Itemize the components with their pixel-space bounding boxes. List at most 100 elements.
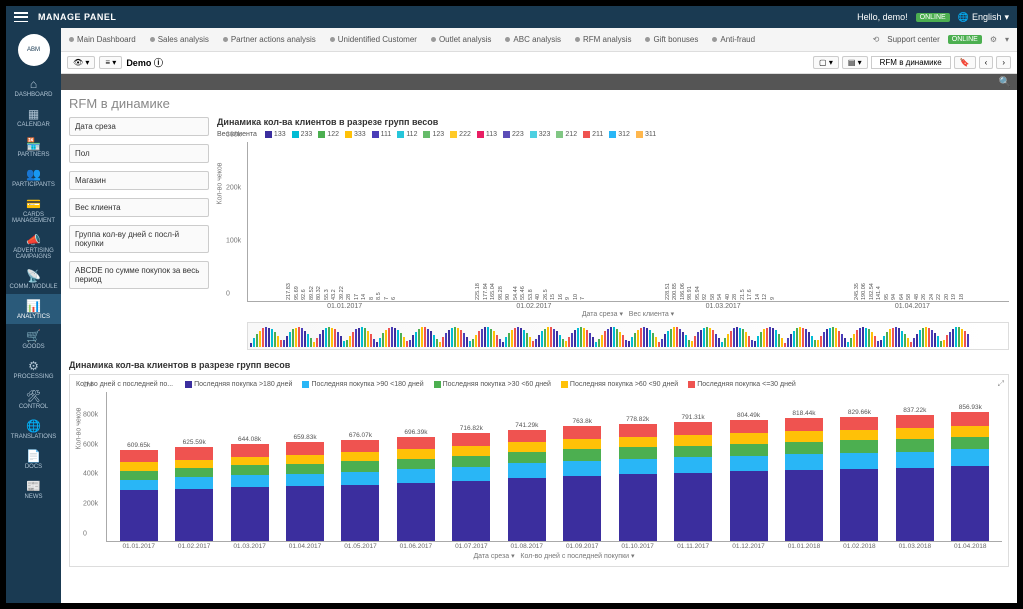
sidebar-item-comm-module[interactable]: 📡COMM. MODULE — [6, 264, 61, 294]
logo[interactable]: ABM — [18, 34, 50, 66]
tab-dot-icon — [330, 37, 335, 42]
chart1-ylabel: Кол-во чеков — [217, 162, 224, 204]
search-icon[interactable]: 🔍 — [999, 77, 1011, 88]
sidebar-item-translations[interactable]: 🌐TRANSLATIONS — [6, 414, 61, 444]
chevron-down-icon: ▾ — [1004, 12, 1009, 23]
x-label: 01.04.2017 — [289, 543, 322, 550]
tab-sales-analysis[interactable]: Sales analysis — [150, 35, 209, 44]
bar-segment — [120, 450, 158, 463]
stacked-bar[interactable]: 696.39k01.06.2017 — [397, 437, 435, 541]
bar-segment — [563, 439, 601, 449]
stacked-bar[interactable]: 741.29k01.08.2017 — [508, 430, 546, 541]
sidebar-item-analytics[interactable]: 📊ANALYTICS — [6, 294, 61, 324]
stacked-bar[interactable]: 676.07k01.05.2017 — [341, 440, 379, 541]
bar-value: 64 — [899, 294, 905, 300]
legend-item[interactable]: 111 — [372, 131, 392, 138]
sidebar-item-partners[interactable]: 🏪PARTNERS — [6, 132, 61, 162]
filter-field[interactable]: Дата среза — [69, 117, 209, 136]
stacked-bar[interactable]: 829.66k01.02.2018 — [840, 417, 878, 541]
bar-value: 17 — [354, 294, 360, 300]
stacked-bar[interactable]: 609.65k01.01.2017 — [120, 450, 158, 542]
view-button[interactable]: 👁 ▾ — [67, 56, 95, 69]
nav-btn-2[interactable]: ▤ ▾ — [842, 56, 868, 69]
stacked-bar[interactable]: 818.44k01.01.2018 — [785, 418, 823, 541]
stacked-bar[interactable]: 659.83k01.04.2017 — [286, 442, 324, 541]
tab-anti-fraud[interactable]: Anti-fraud — [712, 35, 755, 44]
filter-field[interactable]: Пол — [69, 144, 209, 163]
sidebar-item-control[interactable]: 🛠CONTROL — [6, 384, 61, 414]
tab-gift-bonuses[interactable]: Gift bonuses — [645, 35, 698, 44]
sidebar-item-cards-management[interactable]: 💳CARDS MANAGEMENT — [6, 192, 61, 228]
legend-item[interactable]: 323 — [530, 131, 551, 138]
bar-value: 39.22 — [339, 286, 345, 300]
support-link[interactable]: Support center — [887, 35, 939, 44]
hamburger-icon[interactable] — [14, 12, 28, 22]
legend-item[interactable]: 223 — [503, 131, 524, 138]
legend-item[interactable]: Последняя покупка >30 <60 дней — [434, 381, 551, 388]
bar-value: 95.69 — [294, 286, 300, 300]
legend-item[interactable]: 212 — [556, 131, 577, 138]
chart1-overview-strip[interactable] — [247, 322, 1009, 350]
legend-item[interactable]: 113 — [477, 131, 497, 138]
bar-segment — [120, 480, 158, 491]
list-button[interactable]: ≡ ▾ — [99, 56, 122, 69]
tab-partner-actions-analysis[interactable]: Partner actions analysis — [223, 35, 316, 44]
gear-icon[interactable]: ⚙ — [990, 35, 997, 44]
tab-dot-icon — [712, 37, 717, 42]
sidebar-item-dashboard[interactable]: ⌂DASHBOARD — [6, 72, 61, 102]
stacked-bar[interactable]: 716.82k01.07.2017 — [452, 433, 490, 541]
legend-item[interactable]: Последняя покупка >90 <180 дней — [302, 381, 423, 388]
legend-item[interactable]: 233 — [292, 131, 313, 138]
bar-segment — [674, 473, 712, 541]
tab-outlet-analysis[interactable]: Outlet analysis — [431, 35, 491, 44]
legend-item[interactable]: 211 — [583, 131, 603, 138]
stacked-bar[interactable]: 778.82k01.10.2017 — [619, 424, 657, 541]
legend-item[interactable]: 133 — [265, 131, 286, 138]
filter-field[interactable]: Группа кол-ву дней с посл-й покупки — [69, 225, 209, 253]
legend-item[interactable]: Последняя покупка >180 дней — [185, 381, 292, 388]
sidebar-item-news[interactable]: 📰NEWS — [6, 474, 61, 504]
legend-item[interactable]: Последняя покупка >60 <90 дней — [561, 381, 678, 388]
bar-segment — [175, 468, 213, 477]
sidebar-item-processing[interactable]: ⚙PROCESSING — [6, 354, 61, 384]
x-label: 01.04.2017 — [895, 303, 930, 310]
stacked-bar[interactable]: 763.8k01.09.2017 — [563, 426, 601, 541]
bookmark-button[interactable]: 🔖 — [954, 56, 976, 69]
bar-value: 7 — [580, 297, 586, 300]
sidebar-item-advertising-campaigns[interactable]: 📣ADVERTISING CAMPAIGNS — [6, 228, 61, 264]
tab-unidentified-customer[interactable]: Unidentified Customer — [330, 35, 417, 44]
legend-item[interactable]: 312 — [609, 131, 630, 138]
legend-item[interactable]: 123 — [423, 131, 444, 138]
stack-total: 644.08k — [238, 436, 261, 443]
filter-field[interactable]: ABCDE по сумме покупок за весь период — [69, 261, 209, 289]
legend-item[interactable]: 311 — [636, 131, 656, 138]
sidebar-item-calendar[interactable]: ▦CALENDAR — [6, 102, 61, 132]
legend-item[interactable]: 333 — [345, 131, 366, 138]
expand-icon[interactable]: ⤢ — [998, 379, 1004, 389]
language-selector[interactable]: 🌐 English ▾ — [958, 12, 1009, 23]
tab-main-dashboard[interactable]: Main Dashboard — [69, 35, 136, 44]
legend-item[interactable]: 112 — [397, 131, 417, 138]
tab-abc-analysis[interactable]: ABC analysis — [505, 35, 561, 44]
stacked-bar[interactable]: 837.22k01.03.2018 — [896, 415, 934, 541]
next-button[interactable]: › — [996, 56, 1011, 69]
stacked-bar[interactable]: 791.31k01.11.2017 — [674, 422, 712, 541]
sidebar-item-participants[interactable]: 👥PARTICIPANTS — [6, 162, 61, 192]
stacked-bar[interactable]: 856.93k01.04.2018 — [951, 412, 989, 541]
nav-btn-1[interactable]: ▢ ▾ — [813, 56, 839, 69]
tab-rfm-analysis[interactable]: RFM analysis — [575, 35, 631, 44]
prev-button[interactable]: ‹ — [979, 56, 994, 69]
filter-field[interactable]: Вес клиента — [69, 198, 209, 217]
breadcrumb-current[interactable]: RFM в динамике — [871, 56, 951, 69]
stacked-bar[interactable]: 804.49k01.12.2017 — [730, 420, 768, 541]
online-badge: ONLINE — [916, 13, 950, 22]
sidebar-item-docs[interactable]: 📄DOCS — [6, 444, 61, 474]
legend-item[interactable]: 222 — [450, 131, 471, 138]
legend-item[interactable]: Последняя покупка <=30 дней — [688, 381, 796, 388]
stacked-bar[interactable]: 644.08k01.03.2017 — [231, 444, 269, 541]
legend-item[interactable]: 122 — [318, 131, 339, 138]
sidebar-item-goods[interactable]: 🛒GOODS — [6, 324, 61, 354]
filter-field[interactable]: Магазин — [69, 171, 209, 190]
stack-total: 696.39k — [404, 429, 427, 436]
stacked-bar[interactable]: 625.59k01.02.2017 — [175, 447, 213, 541]
